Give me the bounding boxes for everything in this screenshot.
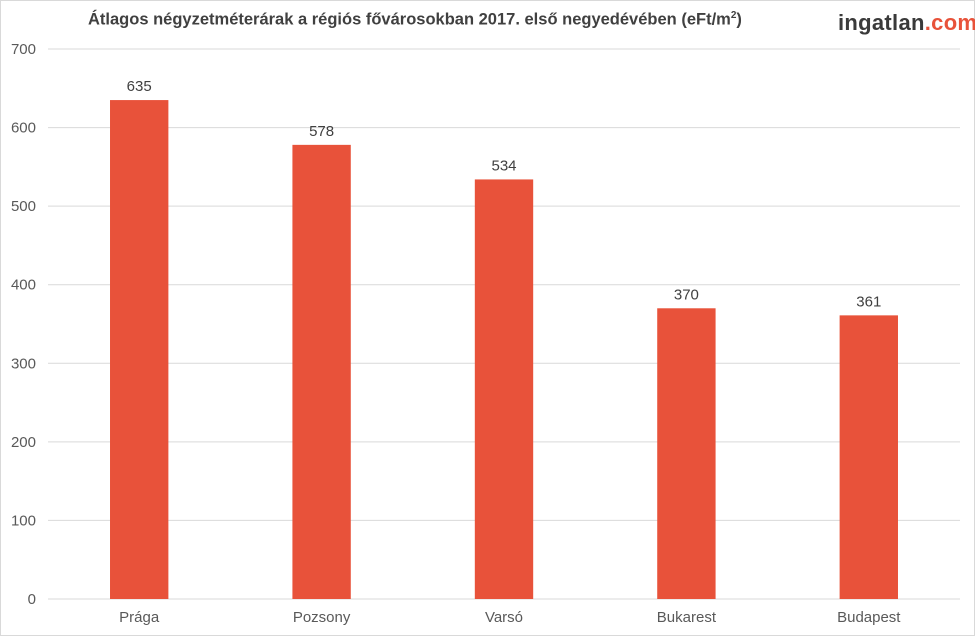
y-tick-label: 400 — [11, 277, 36, 294]
chart-title-text: Átlagos négyzetméterárak a régiós főváro… — [88, 10, 731, 29]
bar — [110, 100, 169, 600]
bar — [474, 179, 534, 599]
x-tick-label: Budapest — [837, 609, 901, 626]
bar — [657, 308, 716, 599]
data-label: 635 — [127, 78, 152, 95]
chart-title: Átlagos négyzetméterárak a régiós főváro… — [88, 10, 742, 30]
x-tick-label: Pozsony — [293, 609, 351, 626]
y-tick-label: 700 — [11, 41, 36, 58]
logo-text-domain: .com — [924, 10, 975, 35]
data-label: 534 — [491, 157, 516, 174]
chart-title-tail: ) — [736, 10, 742, 29]
y-tick-label: 0 — [28, 591, 36, 608]
brand-logo: ingatlan.com — [838, 10, 975, 36]
data-label: 361 — [856, 293, 881, 310]
y-tick-label: 100 — [11, 512, 36, 529]
bar — [292, 144, 351, 599]
data-label: 370 — [674, 286, 699, 303]
x-tick-label: Bukarest — [657, 609, 717, 626]
chart-title-superscript: 2 — [730, 10, 737, 21]
bar — [839, 315, 898, 599]
logo-text-main: ingatlan — [838, 10, 925, 35]
x-tick-label: Prága — [119, 609, 160, 626]
y-tick-label: 600 — [11, 120, 36, 137]
data-label: 578 — [309, 123, 334, 140]
y-tick-label: 200 — [11, 434, 36, 451]
y-tick-label: 300 — [11, 355, 36, 372]
x-tick-label: Varsó — [485, 609, 523, 626]
y-tick-label: 500 — [11, 198, 36, 215]
